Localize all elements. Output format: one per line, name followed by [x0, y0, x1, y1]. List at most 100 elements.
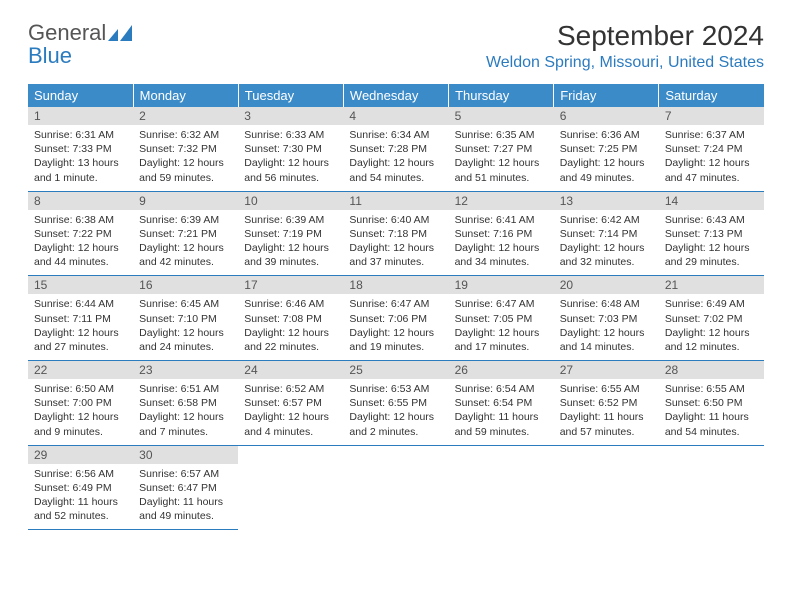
day-sunrise: Sunrise: 6:35 AM [455, 128, 548, 142]
day-daylight: Daylight: 12 hours and 29 minutes. [665, 241, 758, 269]
day-daylight: Daylight: 12 hours and 42 minutes. [139, 241, 232, 269]
calendar-day-cell: 11Sunrise: 6:40 AMSunset: 7:18 PMDayligh… [343, 191, 448, 276]
day-daylight: Daylight: 12 hours and 4 minutes. [244, 410, 337, 438]
day-number: 28 [659, 361, 764, 379]
day-sunset: Sunset: 7:03 PM [560, 312, 653, 326]
day-sunset: Sunset: 6:52 PM [560, 396, 653, 410]
day-sunrise: Sunrise: 6:48 AM [560, 297, 653, 311]
day-sunset: Sunset: 6:54 PM [455, 396, 548, 410]
day-content: Sunrise: 6:47 AMSunset: 7:06 PMDaylight:… [343, 294, 448, 360]
day-content: Sunrise: 6:45 AMSunset: 7:10 PMDaylight:… [133, 294, 238, 360]
day-number: 24 [238, 361, 343, 379]
day-sunrise: Sunrise: 6:39 AM [244, 213, 337, 227]
day-number: 3 [238, 107, 343, 125]
day-sunset: Sunset: 7:10 PM [139, 312, 232, 326]
day-sunset: Sunset: 7:05 PM [455, 312, 548, 326]
day-content: Sunrise: 6:36 AMSunset: 7:25 PMDaylight:… [554, 125, 659, 191]
day-number: 30 [133, 446, 238, 464]
day-content: Sunrise: 6:41 AMSunset: 7:16 PMDaylight:… [449, 210, 554, 276]
day-number: 6 [554, 107, 659, 125]
day-sunrise: Sunrise: 6:53 AM [349, 382, 442, 396]
day-number: 25 [343, 361, 448, 379]
day-number: 22 [28, 361, 133, 379]
day-daylight: Daylight: 11 hours and 49 minutes. [139, 495, 232, 523]
day-number: 29 [28, 446, 133, 464]
day-sunrise: Sunrise: 6:40 AM [349, 213, 442, 227]
calendar-day-cell: 29Sunrise: 6:56 AMSunset: 6:49 PMDayligh… [28, 445, 133, 530]
calendar-day-cell: 10Sunrise: 6:39 AMSunset: 7:19 PMDayligh… [238, 191, 343, 276]
day-sunrise: Sunrise: 6:38 AM [34, 213, 127, 227]
calendar-day-cell: 25Sunrise: 6:53 AMSunset: 6:55 PMDayligh… [343, 361, 448, 446]
day-number: 7 [659, 107, 764, 125]
calendar-day-cell: 19Sunrise: 6:47 AMSunset: 7:05 PMDayligh… [449, 276, 554, 361]
day-number: 17 [238, 276, 343, 294]
day-number: 10 [238, 192, 343, 210]
day-daylight: Daylight: 12 hours and 49 minutes. [560, 156, 653, 184]
day-sunset: Sunset: 7:28 PM [349, 142, 442, 156]
day-sunrise: Sunrise: 6:47 AM [455, 297, 548, 311]
day-sunset: Sunset: 7:06 PM [349, 312, 442, 326]
day-content: Sunrise: 6:51 AMSunset: 6:58 PMDaylight:… [133, 379, 238, 445]
day-daylight: Daylight: 12 hours and 9 minutes. [34, 410, 127, 438]
day-sunset: Sunset: 7:21 PM [139, 227, 232, 241]
day-daylight: Daylight: 12 hours and 54 minutes. [349, 156, 442, 184]
calendar-day-cell: 8Sunrise: 6:38 AMSunset: 7:22 PMDaylight… [28, 191, 133, 276]
day-content: Sunrise: 6:54 AMSunset: 6:54 PMDaylight:… [449, 379, 554, 445]
weekday-header: Thursday [449, 84, 554, 107]
day-sunset: Sunset: 7:27 PM [455, 142, 548, 156]
day-content: Sunrise: 6:48 AMSunset: 7:03 PMDaylight:… [554, 294, 659, 360]
day-number: 26 [449, 361, 554, 379]
day-content: Sunrise: 6:42 AMSunset: 7:14 PMDaylight:… [554, 210, 659, 276]
calendar-day-cell: 20Sunrise: 6:48 AMSunset: 7:03 PMDayligh… [554, 276, 659, 361]
calendar-day-cell: 17Sunrise: 6:46 AMSunset: 7:08 PMDayligh… [238, 276, 343, 361]
day-daylight: Daylight: 12 hours and 37 minutes. [349, 241, 442, 269]
day-number: 14 [659, 192, 764, 210]
calendar-week-row: 1Sunrise: 6:31 AMSunset: 7:33 PMDaylight… [28, 107, 764, 191]
day-content: Sunrise: 6:40 AMSunset: 7:18 PMDaylight:… [343, 210, 448, 276]
day-sunrise: Sunrise: 6:55 AM [560, 382, 653, 396]
day-content: Sunrise: 6:43 AMSunset: 7:13 PMDaylight:… [659, 210, 764, 276]
day-sunrise: Sunrise: 6:45 AM [139, 297, 232, 311]
calendar-week-row: 22Sunrise: 6:50 AMSunset: 7:00 PMDayligh… [28, 361, 764, 446]
day-sunrise: Sunrise: 6:41 AM [455, 213, 548, 227]
day-daylight: Daylight: 12 hours and 24 minutes. [139, 326, 232, 354]
day-number: 15 [28, 276, 133, 294]
calendar-day-cell: 28Sunrise: 6:55 AMSunset: 6:50 PMDayligh… [659, 361, 764, 446]
day-sunrise: Sunrise: 6:52 AM [244, 382, 337, 396]
day-sunset: Sunset: 6:49 PM [34, 481, 127, 495]
day-sunrise: Sunrise: 6:43 AM [665, 213, 758, 227]
calendar-day-cell: 18Sunrise: 6:47 AMSunset: 7:06 PMDayligh… [343, 276, 448, 361]
logo-sail-icon [108, 25, 134, 41]
weekday-header-row: Sunday Monday Tuesday Wednesday Thursday… [28, 84, 764, 107]
day-sunrise: Sunrise: 6:37 AM [665, 128, 758, 142]
day-number: 18 [343, 276, 448, 294]
day-sunset: Sunset: 6:55 PM [349, 396, 442, 410]
day-content: Sunrise: 6:55 AMSunset: 6:50 PMDaylight:… [659, 379, 764, 445]
day-daylight: Daylight: 12 hours and 51 minutes. [455, 156, 548, 184]
calendar-day-cell: 4Sunrise: 6:34 AMSunset: 7:28 PMDaylight… [343, 107, 448, 191]
calendar-week-row: 15Sunrise: 6:44 AMSunset: 7:11 PMDayligh… [28, 276, 764, 361]
calendar-day-cell: 9Sunrise: 6:39 AMSunset: 7:21 PMDaylight… [133, 191, 238, 276]
day-daylight: Daylight: 11 hours and 57 minutes. [560, 410, 653, 438]
day-number: 5 [449, 107, 554, 125]
calendar-day-cell: 13Sunrise: 6:42 AMSunset: 7:14 PMDayligh… [554, 191, 659, 276]
day-number: 2 [133, 107, 238, 125]
calendar-day-cell [238, 445, 343, 530]
day-daylight: Daylight: 12 hours and 22 minutes. [244, 326, 337, 354]
day-daylight: Daylight: 12 hours and 17 minutes. [455, 326, 548, 354]
day-content: Sunrise: 6:50 AMSunset: 7:00 PMDaylight:… [28, 379, 133, 445]
title-block: September 2024 Weldon Spring, Missouri, … [486, 20, 764, 72]
day-sunset: Sunset: 7:19 PM [244, 227, 337, 241]
calendar-body: 1Sunrise: 6:31 AMSunset: 7:33 PMDaylight… [28, 107, 764, 530]
calendar-day-cell: 2Sunrise: 6:32 AMSunset: 7:32 PMDaylight… [133, 107, 238, 191]
weekday-header: Friday [554, 84, 659, 107]
day-sunrise: Sunrise: 6:46 AM [244, 297, 337, 311]
day-sunrise: Sunrise: 6:32 AM [139, 128, 232, 142]
weekday-header: Sunday [28, 84, 133, 107]
day-content: Sunrise: 6:53 AMSunset: 6:55 PMDaylight:… [343, 379, 448, 445]
day-sunrise: Sunrise: 6:50 AM [34, 382, 127, 396]
calendar-day-cell: 23Sunrise: 6:51 AMSunset: 6:58 PMDayligh… [133, 361, 238, 446]
day-sunset: Sunset: 7:14 PM [560, 227, 653, 241]
weekday-header: Wednesday [343, 84, 448, 107]
calendar-day-cell: 24Sunrise: 6:52 AMSunset: 6:57 PMDayligh… [238, 361, 343, 446]
